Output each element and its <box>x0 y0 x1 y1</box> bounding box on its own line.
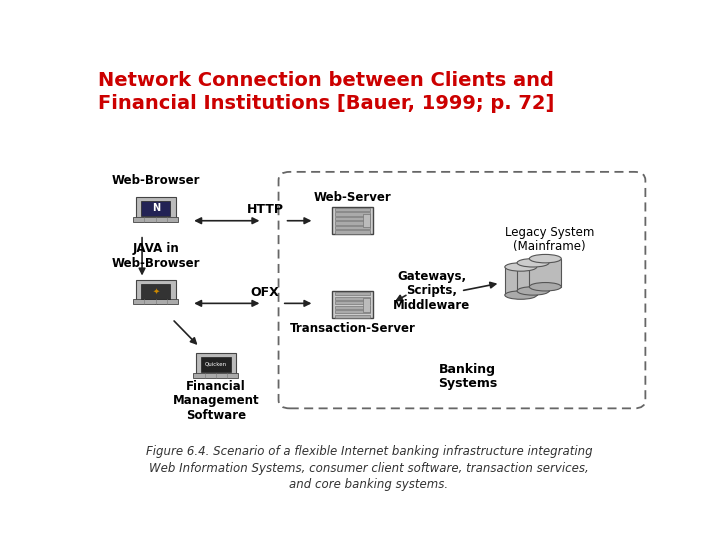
Text: Gateways,
Scripts,
Middleware: Gateways, Scripts, Middleware <box>393 270 470 312</box>
Text: N: N <box>152 203 160 213</box>
Text: Figure 6.4. Scenario of a flexible Internet banking infrastructure integrating
W: Figure 6.4. Scenario of a flexible Inter… <box>145 446 593 491</box>
Ellipse shape <box>505 263 536 271</box>
Ellipse shape <box>517 287 549 295</box>
Bar <box>335 292 371 295</box>
Bar <box>335 208 371 211</box>
Bar <box>335 315 371 318</box>
Text: Web-Server: Web-Server <box>314 191 392 204</box>
Bar <box>133 217 179 221</box>
FancyBboxPatch shape <box>136 197 176 220</box>
FancyBboxPatch shape <box>136 280 176 303</box>
Bar <box>194 373 238 377</box>
FancyBboxPatch shape <box>196 353 236 376</box>
Text: Legacy System
(Mainframe): Legacy System (Mainframe) <box>505 226 595 253</box>
Text: Transaction-Server: Transaction-Server <box>289 322 415 335</box>
Bar <box>363 298 370 312</box>
FancyArrow shape <box>155 220 157 221</box>
Bar <box>141 201 171 217</box>
FancyArrow shape <box>155 302 157 304</box>
Bar <box>335 231 371 234</box>
Ellipse shape <box>529 254 562 263</box>
Bar <box>335 306 371 309</box>
Bar <box>529 259 562 287</box>
Bar <box>201 357 230 372</box>
Bar <box>133 300 179 304</box>
Bar <box>363 214 370 227</box>
Bar <box>335 296 371 300</box>
Bar <box>333 207 373 234</box>
Text: Quicken: Quicken <box>204 362 227 367</box>
Bar <box>335 217 371 220</box>
Text: JAVA in
Web-Browser: JAVA in Web-Browser <box>112 242 200 270</box>
Ellipse shape <box>529 282 562 291</box>
Bar <box>333 292 373 319</box>
FancyArrow shape <box>215 375 217 377</box>
Bar <box>335 301 371 305</box>
Ellipse shape <box>517 259 549 267</box>
Text: Web-Browser: Web-Browser <box>112 174 200 187</box>
Text: OFX: OFX <box>251 286 279 299</box>
Text: HTTP: HTTP <box>247 203 284 216</box>
Bar <box>517 263 549 291</box>
Text: Banking
Systems: Banking Systems <box>438 363 497 390</box>
Text: Network Connection between Clients and
Financial Institutions [Bauer, 1999; p. 7: Network Connection between Clients and F… <box>99 71 554 113</box>
Bar <box>335 310 371 313</box>
Bar <box>335 226 371 229</box>
Bar <box>505 267 536 295</box>
Bar <box>335 212 371 215</box>
Bar <box>335 221 371 225</box>
Bar <box>141 284 171 299</box>
Text: Financial
Management
Software: Financial Management Software <box>173 380 259 422</box>
Text: ✦: ✦ <box>152 286 159 295</box>
Ellipse shape <box>505 291 536 299</box>
